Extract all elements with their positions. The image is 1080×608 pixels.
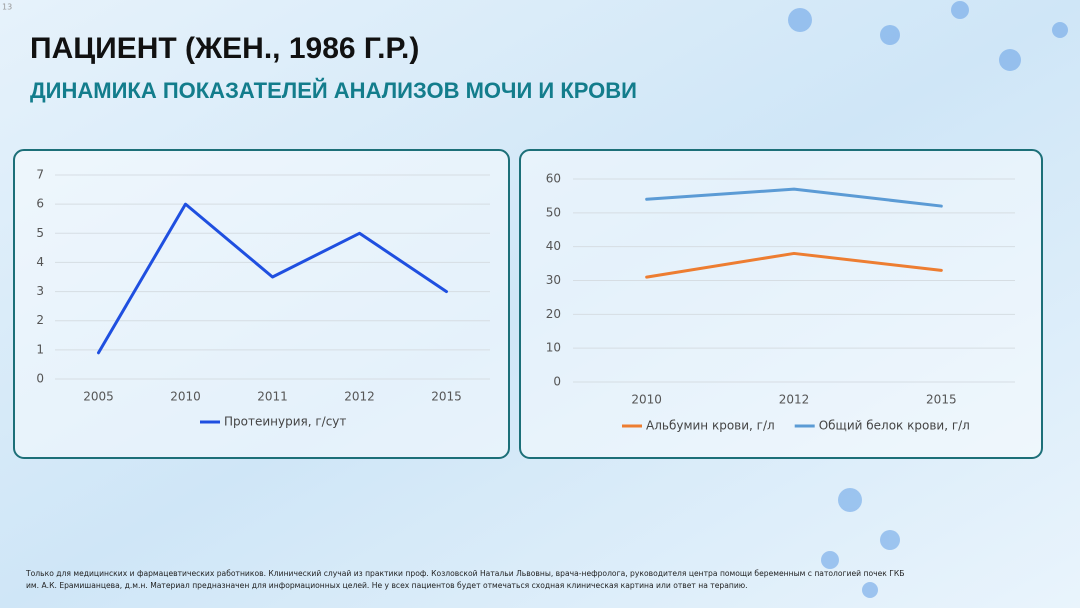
x-tick-label: 2012 [344,390,375,404]
y-tick-label: 10 [546,341,561,355]
x-tick-label: 2015 [431,390,462,404]
y-tick-label: 30 [546,273,561,287]
y-tick-label: 6 [36,197,44,211]
footnote: Только для медицинских и фармацевтически… [25,569,904,578]
data-line [645,187,943,208]
legend-label: Общий белок крови, г/л [819,419,970,433]
chart-panel [13,149,510,459]
y-tick-label: 5 [36,226,44,240]
x-tick-label: 2015 [926,393,957,407]
y-tick-label: 40 [546,239,561,253]
y-tick-label: 2 [36,313,44,327]
molecule-decoration [788,1,1068,598]
y-tick-label: 7 [36,168,44,182]
chart-panel [519,149,1043,459]
legend-label: Альбумин крови, г/л [646,419,775,433]
y-tick-label: 60 [546,172,561,186]
x-tick-label: 2012 [779,393,810,407]
y-tick-label: 3 [36,284,44,298]
y-tick-label: 0 [36,372,44,386]
y-tick-label: 1 [36,342,44,356]
x-tick-label: 2010 [631,393,662,407]
y-tick-label: 4 [36,255,44,269]
data-line [645,251,943,279]
x-tick-label: 2005 [83,390,114,404]
y-tick-label: 20 [546,307,561,321]
legend-label: Протеинурия, г/сут [224,415,346,429]
x-tick-label: 2010 [170,390,201,404]
footnote: им. А.К. Ерамишанцева, д.м.н. Материал п… [26,581,748,590]
x-tick-label: 2011 [257,390,288,404]
slide-subtitle: ДИНАМИКА ПОКАЗАТЕЛЕЙ АНАЛИЗОВ МОЧИ И КРО… [30,78,637,103]
slide-title: ПАЦИЕНТ (ЖЕН., 1986 Г.Р.) [30,32,419,65]
y-tick-label: 50 [546,205,561,219]
y-tick-label: 0 [553,375,561,389]
data-line [97,202,448,355]
page-number: 13 [2,3,12,12]
